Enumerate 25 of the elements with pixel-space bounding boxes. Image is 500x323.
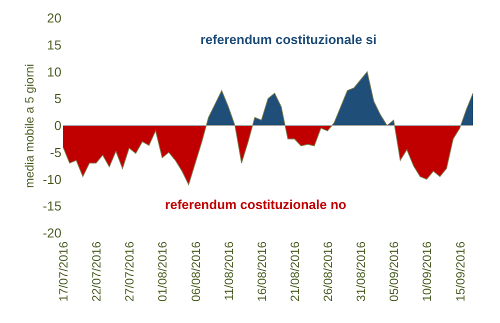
x-tick-label: 21/08/2016 [288,241,302,302]
y-axis-title: media mobile a 5 giorni [22,64,37,188]
x-tick-label: 17/07/2016 [56,241,70,302]
x-tick-label: 27/07/2016 [122,241,137,302]
x-tick-label: 16/08/2016 [254,241,269,302]
x-tick-label: 01/08/2016 [156,241,170,302]
x-tick-label: 31/08/2016 [354,241,368,302]
x-tick-label: 22/07/2016 [90,241,104,302]
x-tick-label: 11/08/2016 [222,241,236,301]
y-tick-label: 20 [47,10,62,26]
x-tick-label: 15/09/2016 [453,241,468,302]
x-tick-label: 10/09/2016 [420,241,434,302]
y-tick-label: -10 [42,172,62,187]
y-tick-label: 15 [47,37,62,52]
y-tick-label: 5 [54,91,62,106]
y-tick-label: 10 [47,64,62,80]
y-tick-label: -20 [42,226,62,240]
x-tick-label: 05/09/2016 [387,241,402,302]
y-tick-label: -15 [42,198,62,214]
y-tick-label: -5 [50,144,62,160]
annotation: referendum costituzionale no [165,197,346,212]
x-tick-label: 06/08/2016 [188,241,203,302]
x-tick-label: 26/08/2016 [321,241,336,302]
annotation: referendum costituzionale si [200,32,377,47]
y-tick-label: 0 [54,118,62,133]
